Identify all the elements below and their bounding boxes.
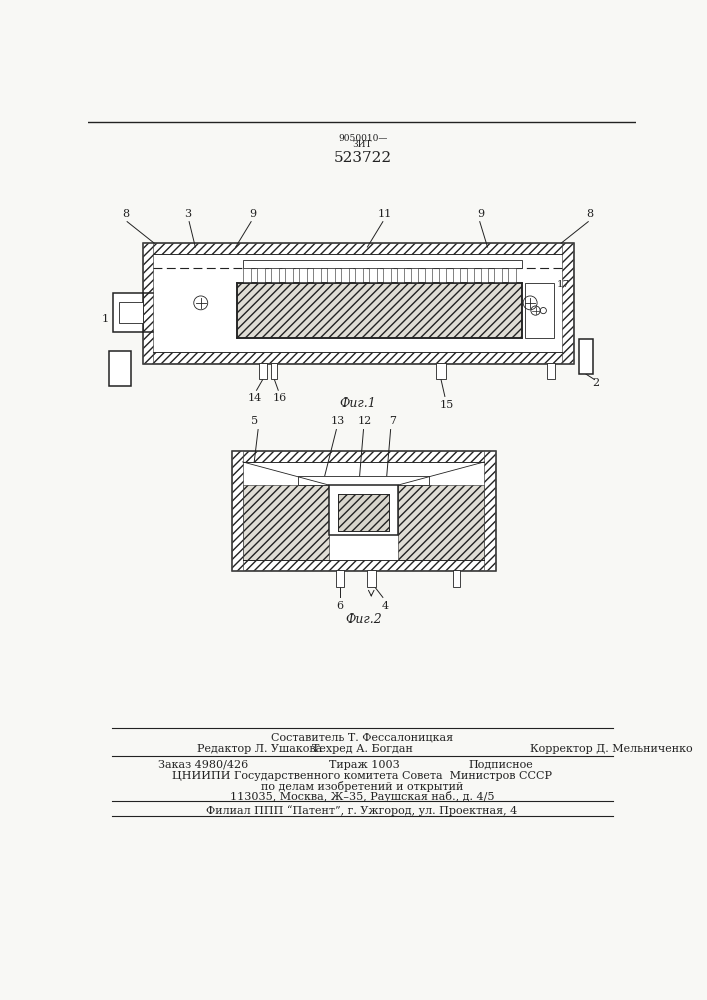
Bar bbox=[369, 268, 377, 283]
Text: 3: 3 bbox=[184, 209, 191, 219]
Bar bbox=[271, 268, 279, 283]
Bar bbox=[298, 476, 429, 485]
Text: 14: 14 bbox=[248, 393, 262, 403]
Bar bbox=[259, 363, 267, 379]
Bar bbox=[113, 293, 143, 332]
Bar bbox=[438, 268, 446, 283]
Bar bbox=[398, 485, 484, 560]
Bar bbox=[467, 268, 474, 283]
Text: Корректор Д. Мельниченко: Корректор Д. Мельниченко bbox=[530, 744, 693, 754]
Bar bbox=[143, 352, 573, 363]
Bar bbox=[243, 485, 329, 560]
Text: Редактор Л. Ушакова: Редактор Л. Ушакова bbox=[197, 744, 322, 754]
Bar bbox=[579, 339, 593, 374]
Bar bbox=[411, 268, 419, 283]
Bar bbox=[341, 268, 349, 283]
Text: Фиг.2: Фиг.2 bbox=[345, 613, 382, 626]
Bar bbox=[313, 268, 321, 283]
Text: 11: 11 bbox=[378, 209, 392, 219]
Bar bbox=[232, 560, 495, 570]
Bar bbox=[547, 363, 555, 379]
Bar bbox=[243, 268, 251, 283]
Bar bbox=[494, 268, 502, 283]
Bar bbox=[337, 570, 344, 587]
Bar bbox=[143, 243, 153, 363]
Text: по делам изобретений и открытий: по делам изобретений и открытий bbox=[261, 781, 463, 792]
Text: Фиг.1: Фиг.1 bbox=[339, 397, 376, 410]
Bar bbox=[143, 243, 573, 363]
Text: 113035, Москва, Ж–35, Раушская наб., д. 4/5: 113035, Москва, Ж–35, Раушская наб., д. … bbox=[230, 791, 494, 802]
Bar bbox=[436, 363, 445, 379]
Bar bbox=[481, 268, 489, 283]
Bar bbox=[425, 268, 433, 283]
Bar bbox=[452, 570, 460, 587]
Text: 10: 10 bbox=[339, 509, 354, 519]
Bar bbox=[327, 268, 334, 283]
Text: Техред А. Богдан: Техред А. Богдан bbox=[312, 744, 412, 754]
Bar bbox=[232, 451, 495, 570]
Bar bbox=[285, 268, 293, 283]
Text: 1: 1 bbox=[102, 314, 109, 324]
Bar bbox=[299, 268, 307, 283]
Bar bbox=[562, 243, 573, 363]
Bar bbox=[484, 451, 495, 570]
Text: 523722: 523722 bbox=[334, 151, 392, 165]
Text: 8: 8 bbox=[586, 209, 593, 219]
Text: 16: 16 bbox=[273, 393, 287, 403]
Bar bbox=[338, 494, 389, 531]
Bar bbox=[367, 570, 376, 587]
Text: 6: 6 bbox=[337, 601, 344, 611]
Bar bbox=[355, 268, 363, 283]
Text: 9050010—: 9050010— bbox=[338, 134, 387, 143]
Text: ЗИТ: ЗИТ bbox=[353, 140, 373, 149]
Text: Подписное: Подписное bbox=[468, 760, 533, 770]
Bar bbox=[232, 451, 243, 570]
Text: 7: 7 bbox=[389, 416, 396, 426]
Text: 17: 17 bbox=[557, 280, 571, 289]
Text: 12: 12 bbox=[358, 416, 372, 426]
Bar bbox=[110, 351, 131, 386]
Bar bbox=[525, 283, 554, 338]
Text: Составитель Т. Фессалоницкая: Составитель Т. Фессалоницкая bbox=[271, 733, 453, 743]
Text: 9: 9 bbox=[478, 209, 485, 219]
Bar bbox=[383, 268, 390, 283]
Text: 4: 4 bbox=[382, 601, 389, 611]
Text: 2: 2 bbox=[592, 378, 600, 388]
Text: Филиал ППП “Патент”, г. Ужгород, ул. Проектная, 4: Филиал ППП “Патент”, г. Ужгород, ул. Про… bbox=[206, 805, 518, 816]
Bar bbox=[143, 243, 573, 254]
Text: Заказ 4980/426: Заказ 4980/426 bbox=[158, 760, 248, 770]
Bar bbox=[452, 268, 460, 283]
Bar bbox=[243, 260, 522, 268]
Text: ЦНИИПИ Государственного комитета Совета  Министров СССР: ЦНИИПИ Государственного комитета Совета … bbox=[172, 771, 552, 781]
Bar bbox=[257, 268, 265, 283]
Bar bbox=[232, 451, 495, 462]
Bar bbox=[119, 302, 143, 323]
Text: 9: 9 bbox=[249, 209, 256, 219]
Text: 8: 8 bbox=[122, 209, 129, 219]
Text: 15: 15 bbox=[439, 400, 454, 410]
Text: 5: 5 bbox=[251, 416, 258, 426]
Text: 13: 13 bbox=[331, 416, 345, 426]
Bar bbox=[508, 268, 516, 283]
Bar bbox=[237, 283, 522, 338]
Bar bbox=[329, 485, 398, 535]
Bar bbox=[397, 268, 404, 283]
Bar bbox=[271, 363, 277, 379]
Text: Тираж 1003: Тираж 1003 bbox=[329, 760, 399, 770]
